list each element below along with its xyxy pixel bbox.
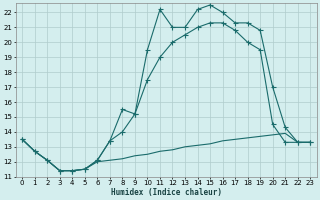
X-axis label: Humidex (Indice chaleur): Humidex (Indice chaleur) (111, 188, 222, 197)
